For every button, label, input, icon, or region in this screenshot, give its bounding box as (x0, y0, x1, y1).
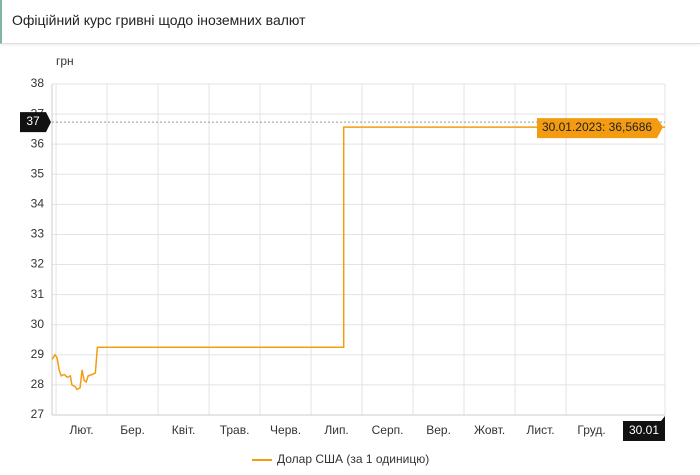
x-tick-label: Серп. (372, 423, 404, 437)
y-tick-label: 28 (31, 377, 45, 391)
x-tick-label: Лют. (70, 423, 94, 437)
data-line (51, 126, 665, 391)
header-title: Офіційний курс гривні щодо іноземних вал… (12, 12, 306, 28)
y-tick-label: 27 (31, 407, 45, 421)
y-tick-label: 29 (31, 347, 45, 361)
x-tick-label: Груд. (577, 423, 605, 437)
x-tick-label: Вер. (426, 423, 451, 437)
x-tick-label: Лип. (324, 423, 348, 437)
x-tick-label: Черв. (270, 423, 301, 437)
y-tick-label: 33 (31, 227, 45, 241)
x-tick-label: Трав. (220, 423, 250, 437)
crosshair-label: 37 (26, 114, 40, 128)
x-tick-label: Лист. (527, 423, 555, 437)
y-axis-label: грн (56, 54, 74, 68)
x-tick-label: Квіт. (172, 423, 196, 437)
tooltip-label: 30.01.2023: 36,5686 (542, 120, 652, 134)
x-tick-label: Жовт. (474, 423, 505, 437)
tooltip-box (537, 118, 663, 139)
y-tick-label: 32 (31, 257, 45, 271)
x-highlight-box (623, 416, 665, 441)
y-tick-label: 34 (31, 197, 45, 211)
legend-label: Долар США (за 1 одиницю) (277, 452, 429, 466)
y-tick-label: 36 (31, 136, 45, 150)
header: Офіційний курс гривні щодо іноземних вал… (0, 0, 700, 44)
x-highlight-label: 30.01 (629, 423, 659, 437)
x-tick-label: Бер. (120, 423, 145, 437)
y-tick-label: 38 (31, 76, 45, 90)
y-tick-label: 31 (31, 287, 45, 301)
y-tick-label: 30 (31, 317, 45, 331)
crosshair-box (20, 112, 51, 133)
y-tick-label: 35 (31, 166, 45, 180)
